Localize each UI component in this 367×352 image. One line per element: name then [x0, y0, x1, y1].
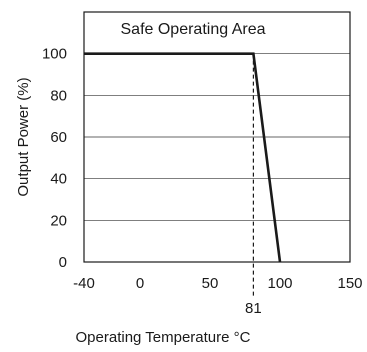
y-tick-label: 60: [50, 129, 67, 146]
y-tick-label: 20: [50, 212, 67, 229]
y-tick-label: 0: [59, 254, 67, 271]
plot-frame: [83, 11, 351, 263]
y-tick-label: 40: [50, 171, 67, 188]
y-tick-labels: 0 20 40 60 80 100: [42, 46, 67, 271]
x-tick-labels: -40 0 50 100 150: [73, 275, 362, 292]
series-line-0: [84, 52, 282, 263]
marker-label-81: 81: [245, 300, 262, 317]
annotation-safe-operating-area: Safe Operating Area: [121, 21, 266, 38]
x-axis-title: Operating Temperature °C: [76, 329, 251, 346]
x-tick-label: 100: [267, 275, 292, 292]
x-tick-label: 0: [136, 275, 144, 292]
y-tick-label: 100: [42, 46, 67, 63]
y-axis-title: Output Power (%): [15, 77, 32, 196]
series-layer: [84, 52, 282, 263]
x-tick-label: 50: [202, 275, 219, 292]
x-tick-label: 150: [337, 275, 362, 292]
x-tick-label: -40: [73, 275, 95, 292]
y-tick-label: 80: [50, 87, 67, 104]
grid-layer: [84, 53, 350, 221]
